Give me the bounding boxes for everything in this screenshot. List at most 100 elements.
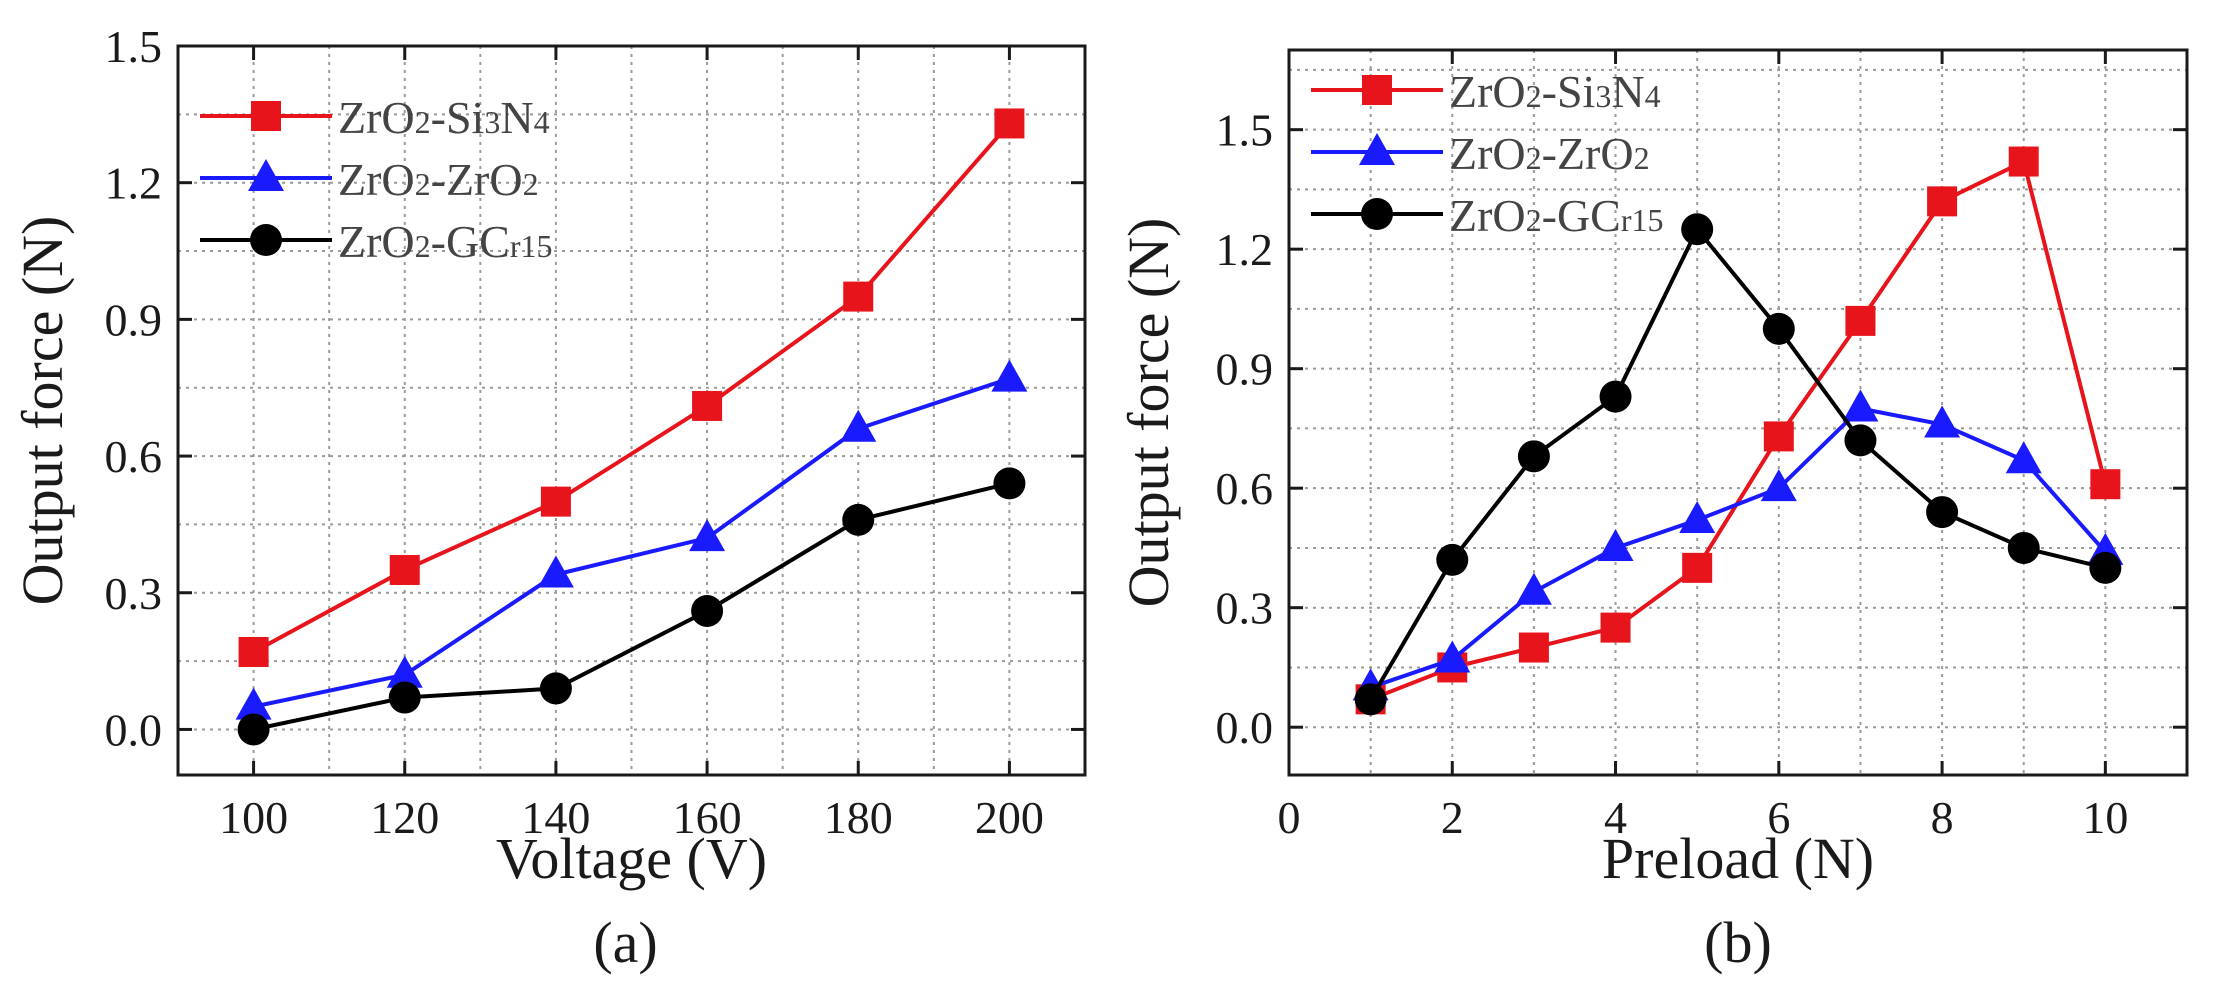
chart-b-data-point [2089,551,2122,584]
chart-panel-a: 100 120 140 160 180 200 0.0 0.3 0.6 0.9 1.2 1.5 Volt… [10,21,1087,975]
chart-b-panel-label: (b) [1704,910,1772,975]
chart-a-data-point [540,486,571,517]
chart-b-data-point [1762,312,1795,345]
chart-b-series-1 [1355,146,2121,715]
chart-b-data-point [1926,496,1959,529]
chart-a-plot-frame [176,44,1087,777]
chart-a-data-point [842,503,875,536]
chart-a-xtick-label: 200 [975,792,1044,843]
chart-b-series-line [1368,225,2106,701]
chart-a-legend-marker [248,159,284,191]
chart-b-data-point [2008,146,2039,177]
chart-b-ytick-label: 0.0 [1216,702,1274,753]
chart-b-data-point [1517,440,1550,473]
chart-a-data-point [235,687,272,720]
chart-a-legend-marker [251,101,281,131]
chart-b-xtick-label: 4 [1604,792,1627,843]
chart-a-grid [178,45,1085,775]
chart-b-data-point [1844,424,1877,457]
chart-b-legend-label: ZrO2-ZrO2 [1449,128,1650,179]
chart-a-series-2 [235,359,1028,720]
chart-a-series-line [253,481,1010,732]
chart-b-data-point [1927,186,1958,217]
chart-a-ytick-label: 1.5 [105,21,163,72]
chart-a-xtick-label: 180 [824,792,893,843]
chart-b-xtick-label: 0 [1278,792,1301,843]
chart-b-ytick-label: 0.9 [1216,344,1274,395]
chart-a-data-point [389,554,420,585]
chart-a-data-point [994,108,1025,139]
chart-b-data-point [1681,213,1714,246]
chart-b-legend: ZrO2-Si3N4 ZrO2-ZrO2 ZrO2-GCr15 [1311,66,1664,241]
chart-b-data-point [1600,612,1631,643]
chart-a-xtick-label: 140 [521,792,590,843]
chart-a-data-point [689,519,726,552]
chart-a-data-point [237,713,270,746]
chart-a-legend-label: ZrO2-ZrO2 [338,154,539,205]
chart-b-data-point [1842,389,1879,422]
chart-b-data-point [2005,441,2042,474]
chart-a-xtick-label: 160 [673,792,742,843]
chart-b-xtick-label: 10 [2082,792,2128,843]
chart-a-ytick-label: 0.9 [105,294,163,345]
chart-b-plot-frame [1287,48,2189,777]
chart-a-data-point [238,636,269,667]
chart-b-ytick-label: 0.3 [1216,583,1274,634]
chart-b-xtick-label: 8 [1931,792,1954,843]
chart-b-data-point [1436,543,1469,576]
chart-a-ytick-label: 1.2 [105,158,163,209]
chart-b-legend-marker [1361,198,1393,230]
chart-b-x-axis-title: Preload (N) [1602,826,1874,891]
chart-a-panel-label: (a) [593,910,657,975]
chart-b-data-point [1354,683,1387,716]
chart-b-series-line [1369,406,2107,690]
chart-b-data-point [1597,528,1634,561]
chart-b-data-point [1760,469,1797,502]
chart-a-data-point [991,359,1028,392]
chart-a-series-1 [238,108,1025,667]
chart-a-data-point [993,467,1026,500]
chart-b-data-point [1763,421,1794,452]
chart-b-data-point [2090,469,2121,500]
chart-b-ytick-label: 1.5 [1216,105,1274,156]
chart-b-data-point [1924,405,1961,438]
chart-a-data-point [843,281,874,312]
chart-b-data-point [1845,305,1876,336]
chart-a-data-point [691,594,724,627]
chart-a-data-point [692,390,723,421]
chart-b-xtick-label: 2 [1441,792,1464,843]
chart-a-series-3 [237,467,1026,746]
chart-b-legend-label: ZrO2-Si3N4 [1449,66,1661,117]
chart-b-data-point [1518,632,1549,663]
chart-b-data-point [1599,380,1632,413]
chart-a-xtick-label: 100 [219,792,288,843]
chart-a-data-point [537,555,574,588]
chart-b-y-axis-title: Output force (N) [1116,218,1181,608]
chart-b-data-point [1515,572,1552,605]
chart-b-grid [1289,50,2187,775]
chart-a-legend-label: ZrO2-GCr15 [338,216,553,267]
chart-b-series-3 [1354,213,2122,716]
chart-b-series-line [1369,158,2108,702]
chart-b-ytick-label: 0.6 [1216,463,1274,514]
chart-b-ytick-label: 1.2 [1216,224,1274,275]
chart-a-legend: ZrO2-Si3N4 ZrO2-ZrO2 ZrO2-GCr15 [200,92,553,267]
chart-b-data-point [1682,552,1713,583]
chart-b-legend-marker [1359,133,1395,165]
chart-a-legend-marker [250,224,282,256]
chart-a-legend-label: ZrO2-Si3N4 [338,92,550,143]
chart-b-data-point [2007,531,2040,564]
chart-b-xtick-label: 6 [1767,792,1790,843]
chart-b-series-2 [1352,389,2124,701]
chart-a-x-axis-title: Voltage (V) [496,826,767,891]
chart-b-data-point [1679,501,1716,534]
chart-a-ytick-label: 0.6 [105,431,163,482]
chart-a-ytick-label: 0.3 [105,568,163,619]
chart-a-xtick-label: 120 [370,792,439,843]
chart-a-data-point [386,655,423,688]
chart-a-data-point [539,672,572,705]
chart-b-data-point [1434,640,1471,673]
chart-a-ytick-label: 0.0 [105,704,163,755]
chart-a-series-line [253,376,1011,709]
